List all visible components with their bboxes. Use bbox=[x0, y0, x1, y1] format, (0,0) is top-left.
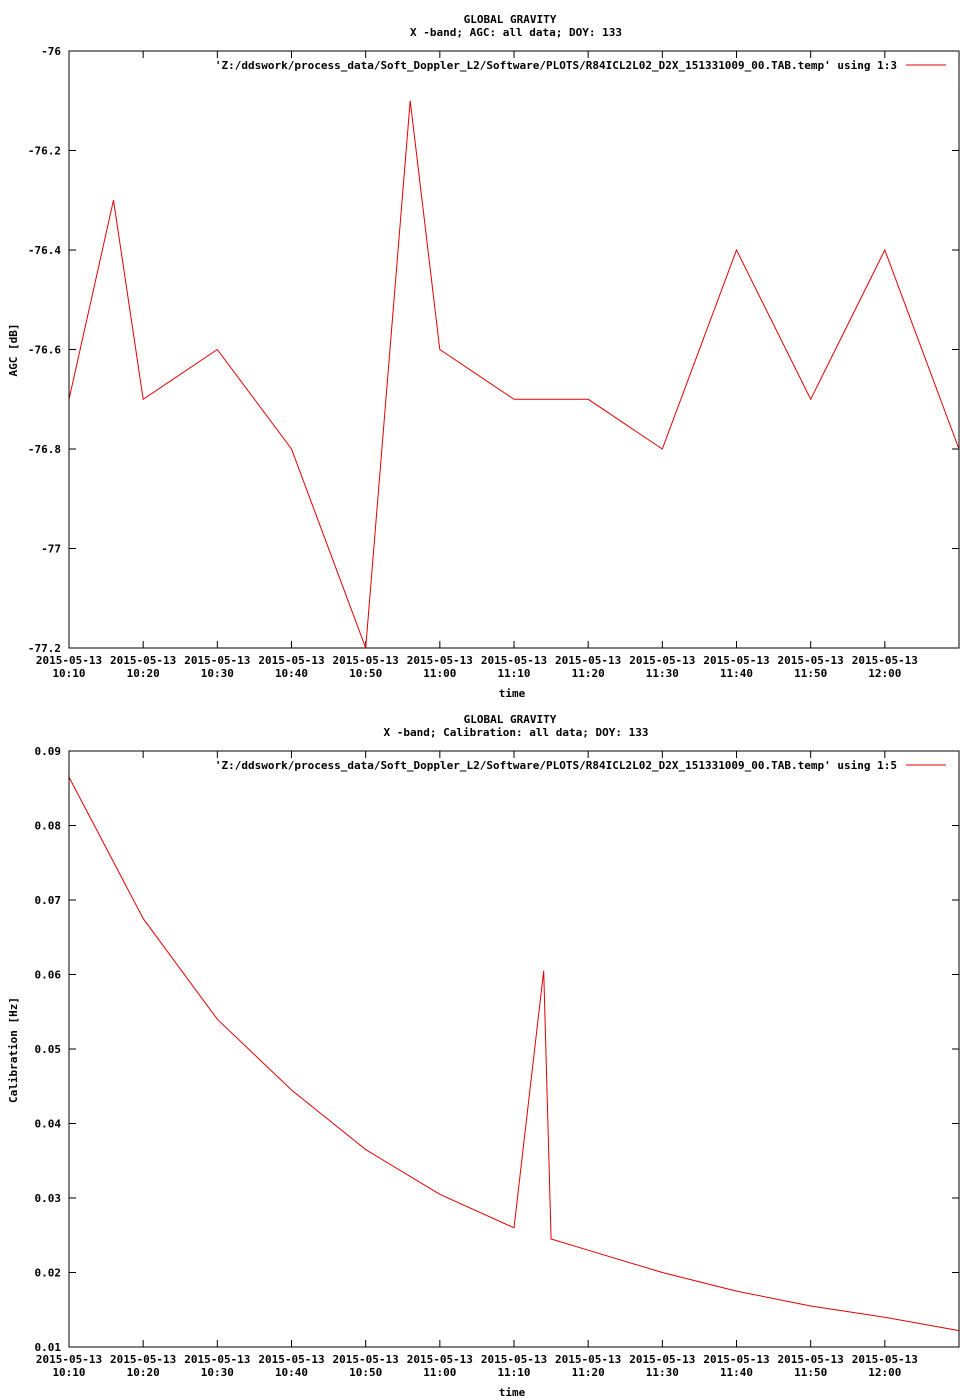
x-tick-date: 2015-05-13 bbox=[110, 1353, 176, 1366]
chart-title: GLOBAL GRAVITY bbox=[464, 13, 557, 26]
x-tick-date: 2015-05-13 bbox=[36, 654, 102, 667]
x-tick-time: 11:30 bbox=[646, 1366, 679, 1379]
x-tick-date: 2015-05-13 bbox=[555, 1353, 621, 1366]
x-tick-date: 2015-05-13 bbox=[852, 1353, 918, 1366]
x-tick-time: 10:30 bbox=[201, 1366, 234, 1379]
x-tick-date: 2015-05-13 bbox=[333, 654, 399, 667]
y-tick-label: 0.02 bbox=[35, 1267, 62, 1280]
chart-subtitle: X -band; Calibration: all data; DOY: 133 bbox=[384, 726, 649, 739]
x-tick-time: 10:10 bbox=[52, 1366, 85, 1379]
x-tick-date: 2015-05-13 bbox=[481, 1353, 547, 1366]
x-tick-time: 10:20 bbox=[127, 1366, 160, 1379]
x-tick-time: 10:30 bbox=[201, 667, 234, 680]
agc-series-line bbox=[68, 100, 960, 649]
x-tick-time: 10:40 bbox=[275, 667, 308, 680]
y-tick-label: -76.6 bbox=[28, 344, 61, 357]
chart-title: GLOBAL GRAVITY bbox=[464, 713, 557, 726]
x-tick-time: 12:00 bbox=[868, 1366, 901, 1379]
y-tick-label: -76 bbox=[41, 45, 61, 58]
y-tick-label: 0.05 bbox=[35, 1043, 62, 1056]
y-tick-label: 0.07 bbox=[35, 894, 62, 907]
y-tick-label: 0.03 bbox=[35, 1192, 62, 1205]
x-tick-date: 2015-05-13 bbox=[184, 654, 250, 667]
x-axis-label: time bbox=[499, 687, 526, 700]
y-tick-label: -77 bbox=[41, 543, 61, 556]
x-tick-date: 2015-05-13 bbox=[110, 654, 176, 667]
x-tick-time: 10:50 bbox=[349, 667, 382, 680]
y-tick-label: -76.2 bbox=[28, 145, 61, 158]
y-tick-label: -76.4 bbox=[28, 244, 61, 257]
x-tick-date: 2015-05-13 bbox=[629, 1353, 695, 1366]
x-tick-time: 11:10 bbox=[497, 667, 530, 680]
x-tick-time: 12:00 bbox=[868, 667, 901, 680]
x-tick-date: 2015-05-13 bbox=[407, 654, 473, 667]
y-axis-ticks: -76 -76.2 -76.4 -76.6 -76.8 -77 -77.2 bbox=[28, 45, 959, 655]
x-tick-date: 2015-05-13 bbox=[258, 654, 324, 667]
y-tick-label: 0.06 bbox=[35, 969, 62, 982]
y-tick-label: 0.08 bbox=[35, 820, 62, 833]
y-tick-label: 0.09 bbox=[35, 745, 62, 758]
x-tick-time: 11:50 bbox=[794, 1366, 827, 1379]
x-tick-date: 2015-05-13 bbox=[778, 654, 844, 667]
x-tick-date: 2015-05-13 bbox=[778, 1353, 844, 1366]
y-tick-label: 0.04 bbox=[35, 1118, 62, 1131]
x-tick-time: 11:40 bbox=[720, 1366, 753, 1379]
x-axis-ticks: 2015-05-1310:102015-05-1310:202015-05-13… bbox=[36, 751, 918, 1379]
x-tick-time: 11:00 bbox=[423, 667, 456, 680]
x-tick-time: 10:40 bbox=[275, 1366, 308, 1379]
x-tick-date: 2015-05-13 bbox=[852, 654, 918, 667]
x-tick-date: 2015-05-13 bbox=[481, 654, 547, 667]
x-tick-date: 2015-05-13 bbox=[629, 654, 695, 667]
y-axis-label: Calibration [Hz] bbox=[7, 997, 20, 1103]
x-tick-date: 2015-05-13 bbox=[258, 1353, 324, 1366]
x-tick-date: 2015-05-13 bbox=[555, 654, 621, 667]
x-tick-date: 2015-05-13 bbox=[703, 654, 769, 667]
x-tick-time: 11:20 bbox=[572, 667, 605, 680]
x-tick-time: 11:20 bbox=[572, 1366, 605, 1379]
x-tick-time: 11:30 bbox=[646, 667, 679, 680]
x-tick-time: 11:50 bbox=[794, 667, 827, 680]
y-axis-label: AGC [dB] bbox=[7, 324, 20, 377]
x-axis-ticks: 2015-05-1310:102015-05-1310:202015-05-13… bbox=[36, 51, 918, 680]
x-tick-date: 2015-05-13 bbox=[36, 1353, 102, 1366]
x-tick-time: 11:00 bbox=[423, 1366, 456, 1379]
y-tick-label: -76.8 bbox=[28, 443, 61, 456]
plot-border bbox=[68, 750, 960, 1348]
chart-subtitle: X -band; AGC: all data; DOY: 133 bbox=[410, 26, 622, 39]
x-tick-time: 11:10 bbox=[497, 1366, 530, 1379]
x-tick-date: 2015-05-13 bbox=[703, 1353, 769, 1366]
x-tick-time: 10:10 bbox=[52, 667, 85, 680]
agc-chart: GLOBAL GRAVITY X -band; AGC: all data; D… bbox=[7, 13, 960, 700]
x-tick-date: 2015-05-13 bbox=[333, 1353, 399, 1366]
x-tick-time: 11:40 bbox=[720, 667, 753, 680]
x-tick-date: 2015-05-13 bbox=[184, 1353, 250, 1366]
x-tick-date: 2015-05-13 bbox=[407, 1353, 473, 1366]
plot-border bbox=[68, 50, 960, 649]
y-axis-ticks: 0.09 0.08 0.07 0.06 0.05 0.04 0.03 0.02 0.01 bbox=[35, 745, 959, 1354]
y-tick-label: -77.2 bbox=[28, 642, 61, 655]
legend-label: 'Z:/ddswork/process_data/Soft_Doppler_L2… bbox=[215, 59, 897, 72]
x-tick-time: 10:20 bbox=[127, 667, 160, 680]
calibration-series-line bbox=[68, 776, 960, 1332]
x-tick-time: 10:50 bbox=[349, 1366, 382, 1379]
calibration-chart: GLOBAL GRAVITY X -band; Calibration: all… bbox=[7, 713, 960, 1399]
y-tick-label: 0.01 bbox=[35, 1341, 62, 1354]
x-axis-label: time bbox=[499, 1386, 526, 1399]
legend-label: 'Z:/ddswork/process_data/Soft_Doppler_L2… bbox=[215, 759, 897, 772]
